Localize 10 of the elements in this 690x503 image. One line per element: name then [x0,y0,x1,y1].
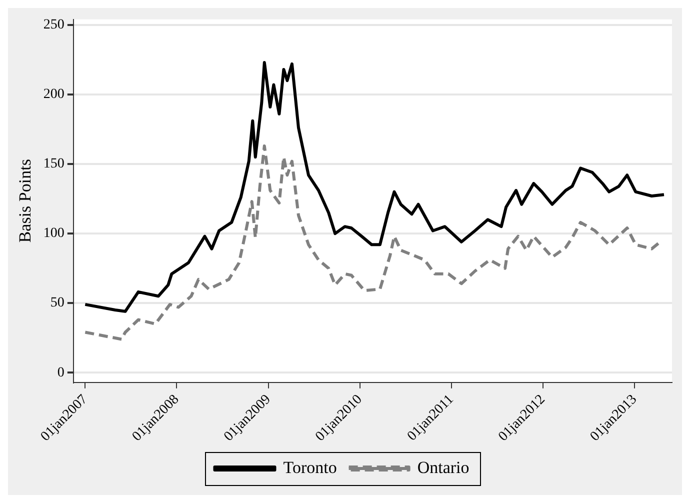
legend-label: Ontario [417,458,470,477]
line-series [84,144,662,341]
y-tick-label: 150 [43,156,64,172]
y-tick-label: 200 [43,87,64,102]
y-tick-label: 50 [50,296,64,311]
y-tick-label: 250 [43,18,64,33]
y-tick-label: 100 [43,226,64,242]
y-tick-label: 0 [57,365,64,380]
y-axis-title: Basis Points [16,159,35,243]
legend-label: Toronto [283,458,337,477]
